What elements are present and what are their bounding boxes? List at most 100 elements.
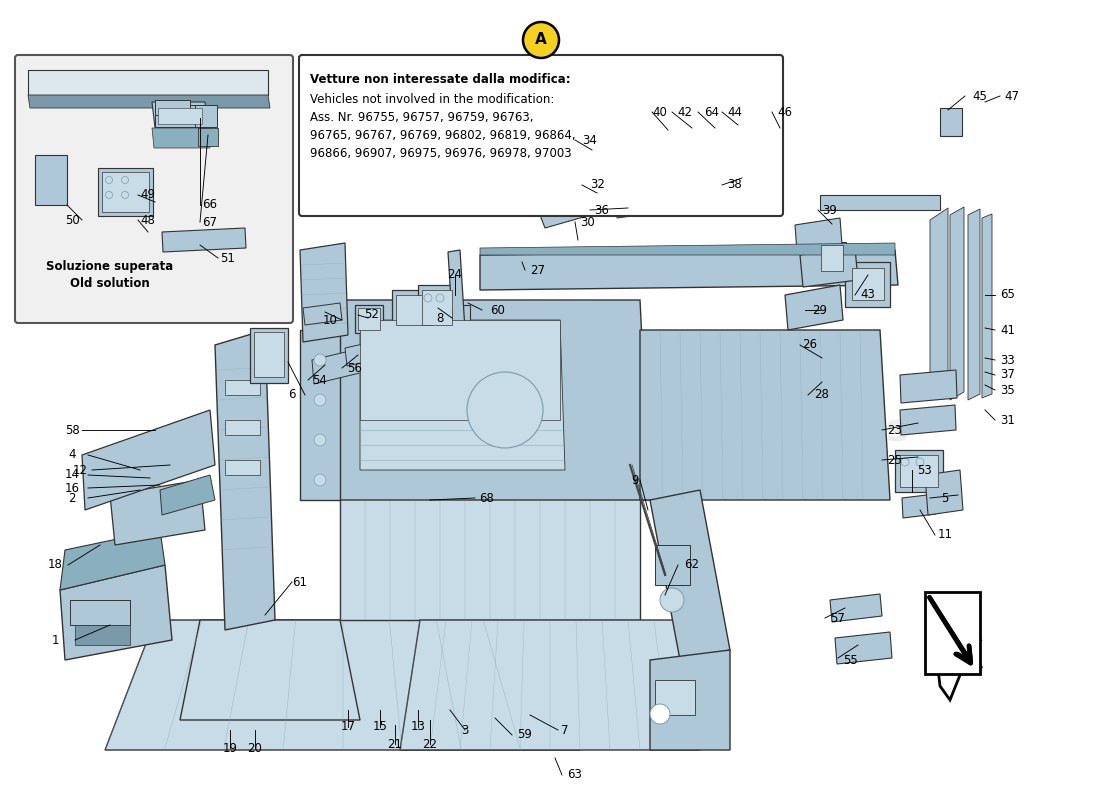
Bar [818,242,846,274]
Text: 36: 36 [595,203,609,217]
Text: 40: 40 [652,106,668,118]
Text: 10: 10 [322,314,338,326]
Text: 15: 15 [373,721,387,734]
Polygon shape [930,208,948,400]
Text: 68: 68 [480,491,494,505]
Text: 47: 47 [1004,90,1020,102]
Text: 3: 3 [461,723,469,737]
Bar [226,460,260,475]
Polygon shape [302,303,342,325]
Text: 27: 27 [530,263,546,277]
Bar [654,545,690,585]
Text: 56: 56 [348,362,362,374]
Circle shape [121,177,129,183]
Polygon shape [723,114,757,142]
Text: 65: 65 [1001,289,1015,302]
Text: Vehicles not involved in the modification:
Ass. Nr. 96755, 96757, 96759, 96763,
: Vehicles not involved in the modificatio… [310,93,575,160]
Text: 18: 18 [47,558,63,571]
Bar [195,105,217,127]
Circle shape [650,704,670,724]
Text: 29: 29 [813,303,827,317]
Text: 9: 9 [631,474,639,486]
Text: 30: 30 [581,215,595,229]
Polygon shape [312,348,364,384]
Text: eurospares
automotive parts
©1985: eurospares automotive parts ©1985 [531,361,909,499]
Polygon shape [930,600,982,700]
Circle shape [424,294,432,302]
Text: 64: 64 [704,106,719,118]
Polygon shape [902,494,936,518]
Circle shape [468,372,543,448]
Polygon shape [750,115,780,138]
Polygon shape [900,405,956,435]
Bar [158,108,202,124]
Polygon shape [830,594,882,622]
Polygon shape [82,410,214,510]
Text: 67: 67 [202,215,218,229]
Bar [75,625,130,645]
Text: 1: 1 [52,634,58,646]
Bar [360,320,560,420]
Text: 55: 55 [843,654,857,666]
Text: 14: 14 [65,469,79,482]
Bar [396,295,431,325]
Text: 21: 21 [387,738,403,750]
Polygon shape [480,243,895,255]
Text: 2: 2 [68,491,76,505]
Text: 19: 19 [222,742,238,754]
Bar [155,105,205,127]
Text: 23: 23 [888,423,902,437]
Polygon shape [448,250,465,332]
Bar [254,332,284,377]
Circle shape [314,434,326,446]
Text: 42: 42 [678,106,693,118]
Bar [418,285,456,330]
Circle shape [901,458,909,466]
Bar [355,305,383,333]
Text: 4: 4 [68,449,76,462]
Polygon shape [340,300,650,500]
Polygon shape [160,475,215,515]
Text: 26: 26 [803,338,817,351]
Bar [440,305,470,330]
Circle shape [121,191,129,198]
Polygon shape [540,175,685,228]
Bar [392,290,434,330]
Text: 53: 53 [917,463,933,477]
Polygon shape [345,338,392,366]
Polygon shape [60,530,165,590]
Text: 60: 60 [491,303,505,317]
Bar [940,108,962,136]
Polygon shape [162,228,246,252]
Bar [250,328,288,383]
Polygon shape [400,620,700,750]
Bar [98,168,153,216]
Polygon shape [340,495,640,620]
Text: 7: 7 [561,723,569,737]
Text: 12: 12 [73,463,88,477]
Polygon shape [615,198,662,218]
Text: 31: 31 [1001,414,1015,426]
Polygon shape [642,122,688,154]
Polygon shape [982,214,992,398]
FancyBboxPatch shape [299,55,783,216]
Circle shape [660,588,684,612]
Circle shape [314,394,326,406]
Text: 45: 45 [972,90,988,102]
Text: 50: 50 [65,214,79,226]
Bar [654,680,695,715]
Bar [226,420,260,435]
Circle shape [314,354,326,366]
Polygon shape [300,243,348,342]
Bar [895,450,943,492]
Polygon shape [720,163,762,187]
Text: 54: 54 [312,374,328,386]
Text: 6: 6 [288,389,296,402]
Text: 39: 39 [823,203,837,217]
Circle shape [314,474,326,486]
Polygon shape [28,70,268,95]
Polygon shape [360,320,565,470]
Text: Vetture non interessate dalla modifica:: Vetture non interessate dalla modifica: [310,73,571,86]
Bar [198,128,218,146]
Polygon shape [480,250,898,290]
